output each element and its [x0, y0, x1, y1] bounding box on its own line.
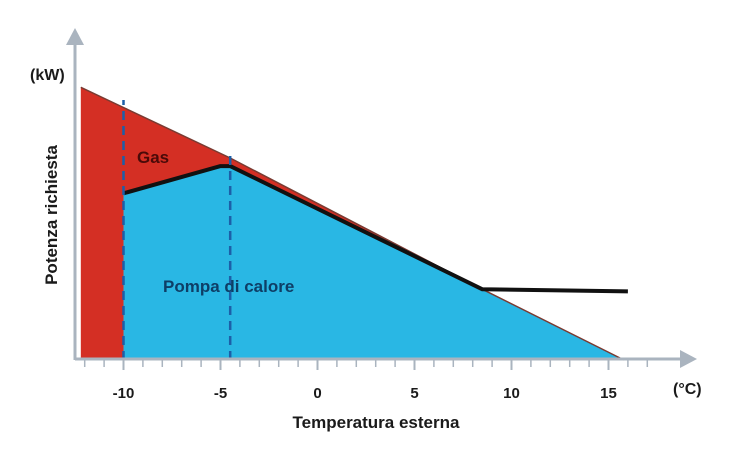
chart-lines	[80, 86, 628, 361]
x-axis-ticks: -10 -5 0 5 10 15	[83, 360, 649, 402]
y-unit-label: (kW)	[30, 67, 65, 84]
x-unit-label: (°C)	[673, 381, 702, 398]
x-tick-label: 10	[503, 385, 520, 402]
gas-area-label: Gas	[137, 148, 169, 167]
x-tick-label: -5	[214, 385, 227, 402]
heat-pump-area-label: Pompa di calore	[163, 277, 294, 296]
x-tick-label: 15	[600, 385, 617, 402]
chart-texts: (kW) (°C) Temperatura esterna Potenza ri…	[30, 67, 702, 432]
x-tick-label: -10	[113, 385, 135, 402]
x-tick-label: 5	[410, 385, 418, 402]
heat-pump-area	[123, 166, 625, 360]
x-axis-title: Temperatura esterna	[293, 413, 460, 432]
y-axis-title: Potenza richiesta	[42, 145, 61, 285]
chart-axes	[66, 28, 697, 368]
x-tick-label: 0	[313, 385, 321, 402]
heat-pump-output-line	[122, 164, 628, 294]
x-axis-arrow	[680, 350, 697, 368]
y-axis-arrow	[66, 28, 84, 45]
